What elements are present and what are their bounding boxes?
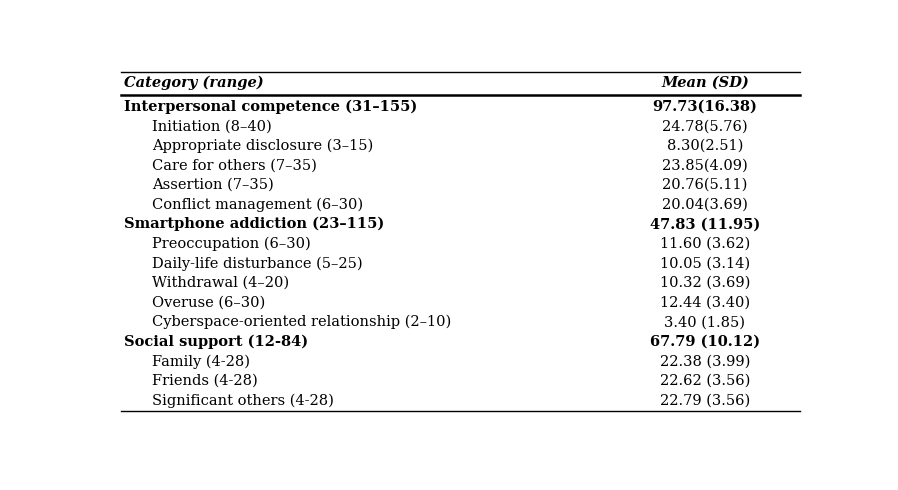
Text: Daily-life disturbance (5–25): Daily-life disturbance (5–25) (152, 256, 363, 270)
Text: Significant others (4-28): Significant others (4-28) (152, 393, 334, 408)
Text: Friends (4-28): Friends (4-28) (152, 374, 258, 388)
Text: Social support (12-84): Social support (12-84) (124, 335, 308, 349)
Text: Interpersonal competence (31–155): Interpersonal competence (31–155) (124, 99, 418, 114)
Text: Mean (SD): Mean (SD) (661, 76, 749, 90)
Text: Assertion (7–35): Assertion (7–35) (152, 178, 274, 192)
Text: 11.60 (3.62): 11.60 (3.62) (660, 237, 750, 251)
Text: 22.79 (3.56): 22.79 (3.56) (660, 393, 750, 408)
Text: 20.76(5.11): 20.76(5.11) (662, 178, 747, 192)
Text: 10.32 (3.69): 10.32 (3.69) (660, 276, 750, 290)
Text: Category (range): Category (range) (124, 75, 264, 90)
Text: Preoccupation (6–30): Preoccupation (6–30) (152, 237, 311, 251)
Text: Family (4-28): Family (4-28) (152, 354, 250, 368)
Text: Cyberspace-oriented relationship (2–10): Cyberspace-oriented relationship (2–10) (152, 315, 451, 329)
Text: Care for others (7–35): Care for others (7–35) (152, 158, 317, 172)
Text: 67.79 (10.12): 67.79 (10.12) (650, 335, 760, 349)
Text: Smartphone addiction (23–115): Smartphone addiction (23–115) (124, 217, 384, 231)
Text: 22.38 (3.99): 22.38 (3.99) (660, 354, 750, 368)
Text: 20.04(3.69): 20.04(3.69) (662, 197, 748, 212)
Text: 23.85(4.09): 23.85(4.09) (662, 158, 748, 172)
Text: 8.30(2.51): 8.30(2.51) (666, 139, 743, 153)
Text: 10.05 (3.14): 10.05 (3.14) (660, 256, 750, 270)
Text: Withdrawal (4–20): Withdrawal (4–20) (152, 276, 289, 290)
Text: Initiation (8–40): Initiation (8–40) (152, 119, 272, 133)
Text: Conflict management (6–30): Conflict management (6–30) (152, 197, 363, 212)
Text: 12.44 (3.40): 12.44 (3.40) (660, 295, 750, 310)
Text: 97.73(16.38): 97.73(16.38) (653, 99, 757, 114)
Text: 24.78(5.76): 24.78(5.76) (662, 119, 748, 133)
Text: Appropriate disclosure (3–15): Appropriate disclosure (3–15) (152, 139, 374, 153)
Text: 3.40 (1.85): 3.40 (1.85) (665, 315, 745, 329)
Text: 47.83 (11.95): 47.83 (11.95) (650, 217, 760, 231)
Text: 22.62 (3.56): 22.62 (3.56) (660, 374, 750, 388)
Text: Overuse (6–30): Overuse (6–30) (152, 295, 265, 310)
